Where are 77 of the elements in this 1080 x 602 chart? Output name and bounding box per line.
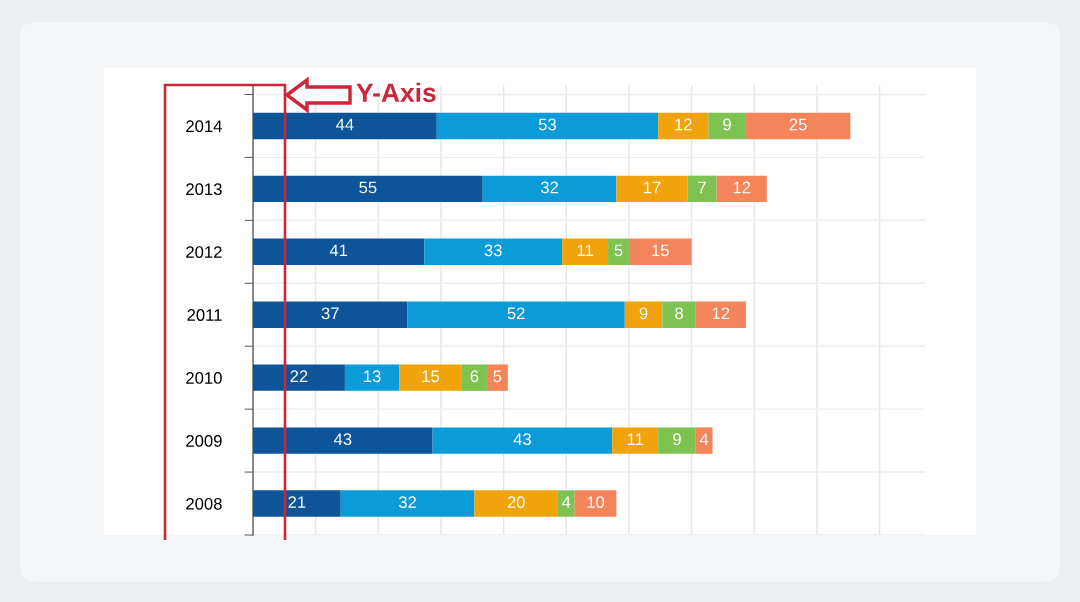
- bar: [708, 112, 746, 140]
- bar: [253, 301, 408, 328]
- data-label: 9: [673, 433, 681, 446]
- data-label: 9: [723, 118, 731, 131]
- bar: [253, 427, 433, 454]
- bar: [474, 490, 558, 517]
- bar: [574, 490, 617, 517]
- data-label: 12: [712, 307, 730, 320]
- data-label: 6: [470, 370, 479, 383]
- bar: [253, 112, 437, 140]
- data-label: 33: [484, 244, 502, 257]
- bar: [344, 364, 400, 391]
- data-label: 53: [538, 118, 557, 131]
- bar: [486, 364, 508, 391]
- bar: [608, 238, 629, 265]
- bar: [253, 364, 345, 391]
- bar: [616, 175, 688, 203]
- data-label: 55: [359, 181, 377, 194]
- bar: [687, 175, 717, 203]
- data-label: 9: [639, 307, 648, 320]
- data-label: 44: [336, 118, 354, 131]
- bar: [695, 301, 746, 328]
- y-tick-label: 2008: [186, 497, 222, 510]
- bar: [628, 238, 692, 265]
- bar: [658, 112, 709, 140]
- data-label: 12: [733, 181, 751, 194]
- annotation: Y-Axis: [356, 82, 436, 103]
- y-tick-label: 2012: [186, 246, 222, 258]
- data-label: 15: [422, 370, 440, 383]
- y-tick-label: 2010: [186, 372, 222, 384]
- data-label: 21: [288, 496, 306, 508]
- data-label: 17: [643, 181, 661, 194]
- data-label: 10: [587, 496, 605, 509]
- bar: [253, 175, 483, 203]
- data-label: 11: [577, 244, 593, 257]
- bar: [662, 301, 696, 328]
- y-tick-label: 2009: [186, 435, 222, 447]
- bar: [407, 301, 625, 328]
- y-tick-label: 2011: [187, 309, 222, 321]
- data-label: 52: [507, 307, 525, 320]
- data-label: 15: [652, 244, 669, 257]
- bar: [612, 427, 659, 454]
- y-tick-label: 2013: [186, 183, 222, 196]
- bar: [340, 490, 475, 517]
- data-label: 32: [540, 181, 559, 194]
- data-label: 13: [364, 370, 381, 383]
- bar: [399, 364, 462, 391]
- bar: [436, 112, 659, 140]
- bar: [424, 238, 563, 265]
- data-label: 4: [562, 496, 571, 508]
- data-label: 4: [699, 433, 709, 445]
- data-label: 11: [627, 433, 644, 445]
- bar: [658, 427, 696, 454]
- data-label: 20: [507, 496, 525, 509]
- data-label: 25: [789, 118, 807, 131]
- data-label: 22: [290, 370, 308, 382]
- data-label: 32: [398, 496, 416, 509]
- data-label: 7: [698, 181, 706, 194]
- bar: [253, 238, 425, 265]
- bar: [432, 427, 613, 454]
- data-label: 12: [675, 118, 692, 131]
- data-label: 5: [614, 244, 623, 257]
- bar: [716, 175, 767, 203]
- data-label: 41: [329, 244, 348, 257]
- data-label: 8: [675, 307, 683, 320]
- data-label: 37: [321, 307, 339, 320]
- bar: [461, 364, 487, 391]
- bar: [557, 490, 575, 517]
- bar: [624, 301, 663, 328]
- bar: [482, 175, 617, 203]
- bar: [562, 238, 609, 265]
- data-label: 5: [493, 370, 502, 383]
- bar: [253, 490, 341, 517]
- bar: [745, 112, 851, 140]
- data-label: 43: [513, 433, 531, 446]
- data-label: 43: [333, 433, 352, 446]
- y-tick-label: 2014: [186, 120, 222, 133]
